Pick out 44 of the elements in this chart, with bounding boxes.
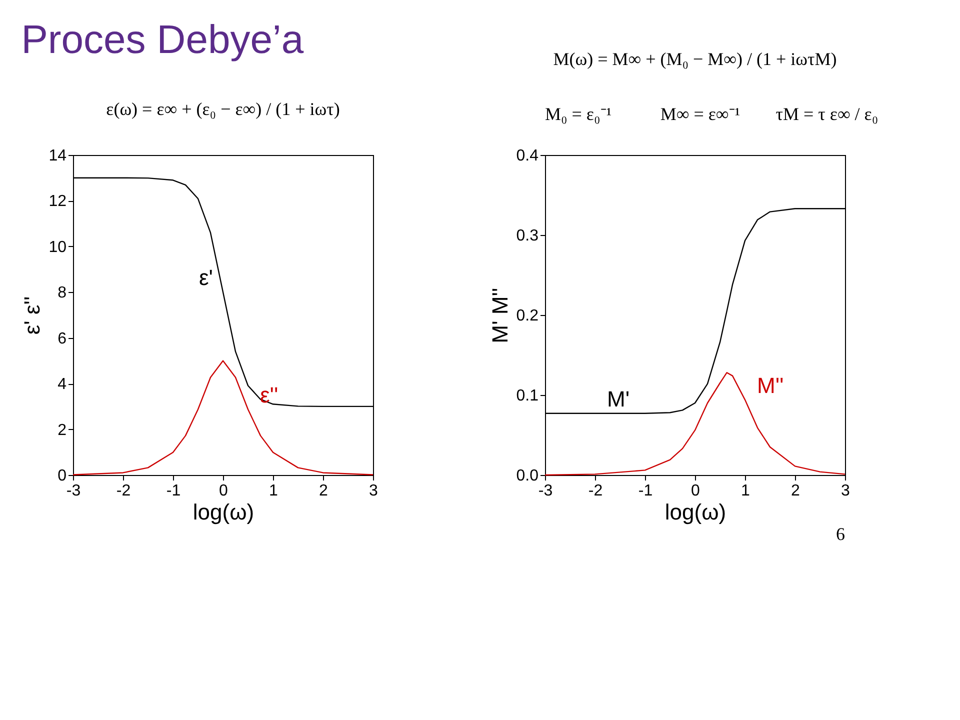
text: ε(ω) = ε∞ + (ε₀ − ε∞) / (1 + iωτ) [106, 99, 340, 119]
y-tick-label: 0.2 [516, 308, 539, 324]
x-tick-label: -3 [538, 482, 553, 500]
y-tick-label: 0.3 [516, 228, 539, 244]
y-tick-label: 12 [48, 193, 67, 210]
x-tick-label: 0 [219, 482, 228, 500]
x-tick-label: 1 [269, 482, 278, 500]
line-series [544, 372, 846, 476]
x-tick-label: 1 [741, 482, 750, 500]
x-tick-label: 3 [369, 482, 378, 500]
x-axis-title: log(ω) [664, 500, 726, 524]
y-tick-label: 0 [58, 468, 67, 484]
y-tick-label: 4 [58, 376, 67, 394]
y-tick-label: 10 [48, 238, 67, 256]
x-tick-label: 2 [319, 482, 328, 500]
chart-title: Proces Debye’a [21, 18, 304, 62]
text: M(ω) = M∞ + (M₀ − M∞) / (1 + iωτM) [553, 49, 837, 69]
series-label: ε'' [260, 382, 278, 408]
y-tick-label: 6 [58, 330, 67, 348]
y-axis-title: ε' ε'' [20, 296, 45, 335]
x-tick-label: -1 [166, 482, 181, 500]
y-tick-label: 0.0 [516, 468, 539, 484]
x-axis-title: log(ω) [192, 500, 254, 524]
series-label: ε' [198, 265, 213, 290]
y-tick-label: 14 [48, 148, 67, 164]
y-tick-label: 8 [58, 284, 67, 302]
x-tick-label: -2 [588, 482, 603, 500]
x-tick-label: 3 [841, 482, 850, 500]
x-tick-label: 2 [791, 482, 800, 500]
x-tick-label: -3 [66, 482, 81, 500]
text: τM = τ ε∞ / ε₀ [776, 104, 878, 124]
x-tick-label: -1 [638, 482, 653, 500]
series-label: M' [607, 386, 630, 412]
x-tick-label: -2 [116, 482, 131, 500]
series-label: M'' [757, 372, 784, 398]
x-tick-label: 0 [691, 482, 700, 500]
y-tick-label: 2 [58, 422, 67, 439]
y-axis-title: M' M'' [487, 288, 512, 344]
y-tick-label: 0.4 [516, 148, 539, 164]
y-tick-label: 0.1 [516, 388, 539, 404]
text: M∞ = ε∞⁻¹ [660, 104, 740, 124]
line-series [72, 360, 374, 476]
text: 6 [836, 524, 845, 544]
text: M₀ = ε₀⁻¹ [545, 104, 612, 124]
